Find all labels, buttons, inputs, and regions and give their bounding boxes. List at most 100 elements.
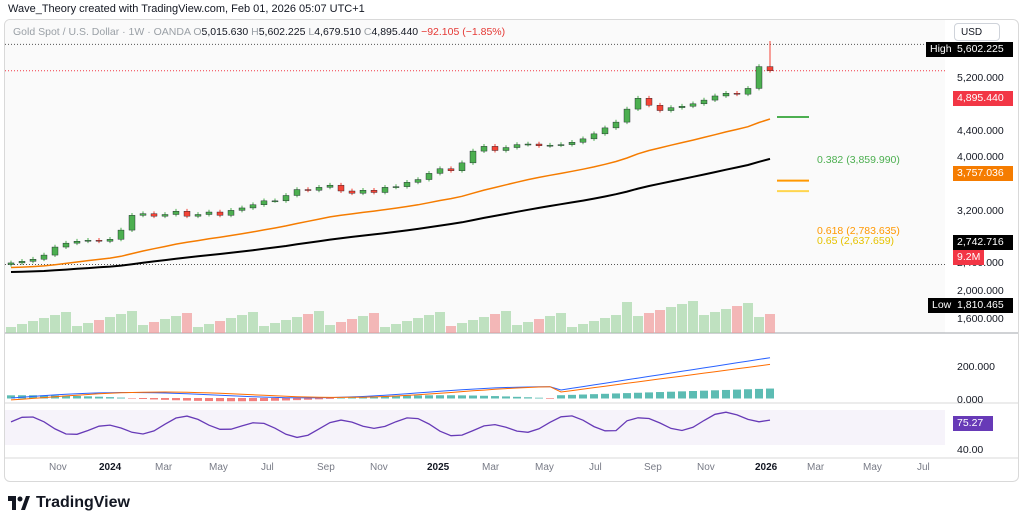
candle-body: [689, 103, 697, 107]
candle-body: [524, 143, 532, 146]
macd-histogram-bar: [392, 395, 400, 399]
author-line: Wave_Theory created with TradingView.com…: [8, 3, 365, 15]
macd-histogram-bar: [491, 396, 499, 399]
rsi-line: [10, 411, 771, 439]
open-value: 5,015.630: [201, 26, 249, 38]
candle-body: [370, 190, 378, 193]
macd-histogram-bar: [524, 397, 532, 399]
candle-body: [568, 142, 576, 145]
price-tick: 2,000.000: [957, 285, 1004, 297]
low-label: Low: [928, 298, 956, 313]
volume-bar: [391, 324, 401, 333]
volume-bar: [633, 316, 643, 333]
volume-bar: [479, 317, 489, 333]
candle-body: [755, 66, 763, 89]
chart-frame[interactable]: Gold Spot / U.S. Dollar · 1W · OANDA O5,…: [4, 19, 1019, 482]
macd-histogram-bar: [249, 398, 257, 402]
volume-bar: [149, 322, 159, 333]
volume-bar: [72, 326, 82, 333]
candle-body: [260, 200, 268, 205]
candle-body: [601, 127, 609, 135]
volume-bar: [600, 318, 610, 333]
volume-bar: [314, 311, 324, 333]
volume-bar: [765, 314, 775, 333]
volume-bar: [435, 312, 445, 333]
change-value: −92.105 (−1.85%): [421, 26, 506, 38]
volume-bar: [754, 317, 764, 333]
time-axis-label: 2026: [755, 462, 778, 473]
fib-0618-label: 0.618 (2,783.635): [817, 225, 900, 237]
chart-canvas[interactable]: [5, 20, 1018, 481]
macd-histogram-bar: [678, 391, 686, 399]
candle-body: [205, 211, 213, 215]
volume-bar: [336, 322, 346, 333]
macd-histogram-bar: [183, 398, 191, 401]
price-tick: 3,200.000: [957, 205, 1004, 217]
candle-body: [535, 143, 543, 146]
volume-bar: [226, 318, 236, 333]
time-axis-label: 2024: [99, 462, 122, 473]
volume-bar: [578, 324, 588, 333]
candle-body: [447, 168, 455, 171]
candle-body: [392, 186, 400, 188]
macd-histogram-bar: [722, 389, 730, 399]
macd-histogram-bar: [458, 395, 466, 399]
macd-histogram-bar: [546, 398, 554, 399]
time-axis-label: Mar: [482, 462, 500, 473]
candle-body: [579, 138, 587, 143]
time-axis-label: Nov: [370, 462, 388, 473]
candle-body: [667, 107, 675, 111]
volume-bar: [17, 324, 27, 333]
macd-histogram-bar: [733, 389, 741, 399]
candle-body: [150, 213, 158, 217]
macd-histogram-bar: [7, 395, 15, 399]
currency-button[interactable]: USD: [954, 23, 1000, 41]
signal-line: [10, 363, 771, 401]
volume-bar: [61, 312, 71, 333]
symbol-title: Gold Spot / U.S. Dollar · 1W · OANDA: [13, 26, 191, 38]
volume-bar: [523, 322, 533, 333]
macd-histogram-bar: [403, 395, 411, 399]
rsi-pane: [5, 410, 945, 445]
candle-body: [381, 187, 389, 193]
volume-bar: [666, 307, 676, 333]
fib-065-label: 0.65 (2,637.659): [817, 235, 895, 247]
macd-histogram-bar: [634, 392, 642, 399]
candle-body: [766, 66, 774, 71]
volume-bar: [28, 321, 38, 333]
time-axis-label: Nov: [697, 462, 715, 473]
volume-bar: [743, 303, 753, 333]
volume-bar: [6, 327, 16, 333]
volume-bar: [116, 314, 126, 333]
volume-bar: [446, 326, 456, 333]
time-axis-label: May: [209, 462, 228, 473]
volume-bar: [160, 319, 170, 333]
macd-histogram-bar: [711, 390, 719, 399]
macd-line: [10, 357, 771, 399]
candle-body: [326, 184, 334, 188]
macd-histogram-bar: [436, 395, 444, 399]
macd-histogram-bar: [238, 398, 246, 402]
time-axis-label: Mar: [155, 462, 173, 473]
macd-histogram-bar: [645, 392, 653, 399]
candle-body: [645, 98, 653, 106]
macd-histogram-bar: [689, 391, 697, 399]
time-axis-label: Sep: [317, 462, 335, 473]
rsi-value-tag: 75.27: [953, 416, 993, 431]
volume-bar: [50, 315, 60, 333]
volume-bar: [182, 313, 192, 333]
candle-body: [513, 144, 521, 148]
candle-body: [51, 246, 59, 256]
time-axis-label: 2025: [427, 462, 450, 473]
volume-bar: [644, 313, 654, 333]
candle-body: [7, 262, 15, 265]
candle-body: [161, 214, 169, 217]
candle-body: [634, 98, 642, 110]
candle-body: [458, 162, 466, 171]
macd-histogram-bar: [359, 396, 367, 399]
price-tick: 5,200.000: [957, 72, 1004, 84]
ema-short-tag: 3,757.036: [953, 166, 1013, 181]
candle-body: [315, 187, 323, 191]
candle-body: [656, 105, 664, 111]
volume-tag: 9.2M: [953, 250, 985, 265]
